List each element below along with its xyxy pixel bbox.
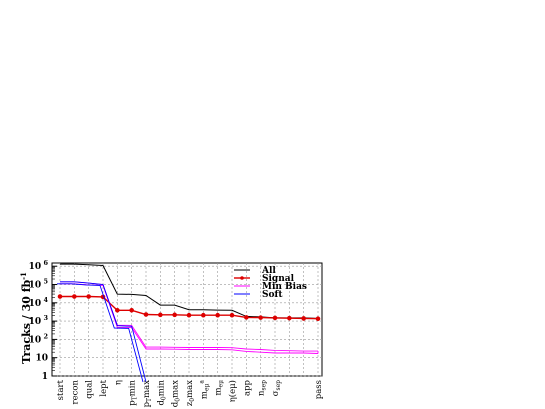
series-signal-point <box>301 316 306 321</box>
series-signal-point <box>86 294 91 299</box>
series-soft-lower <box>57 283 144 383</box>
legend-marker-signal <box>240 276 244 280</box>
x-tick-label: σsep <box>271 380 282 396</box>
y-tick-label: 10 4 <box>29 296 49 309</box>
x-tick-label: η(eμ) <box>227 380 238 402</box>
plot-frame <box>51 262 323 377</box>
legend-label-all: All <box>261 266 276 276</box>
series-signal-point <box>57 294 63 299</box>
series-signal-point <box>315 316 321 322</box>
y-axis-label-exponent: -1 <box>19 272 28 280</box>
x-tick-label: pTmax <box>142 380 153 408</box>
x-tick-label: nsep <box>257 380 268 396</box>
y-tick-label: 1 <box>42 372 48 382</box>
legend-label-signal: Signal <box>262 274 295 284</box>
series-signal-point <box>229 312 235 318</box>
x-tick-label: d0min <box>156 379 167 405</box>
y-tick-label: 10 3 <box>29 314 49 327</box>
x-tick-label: start <box>56 379 66 400</box>
y-tick-label: 10 6 <box>29 259 49 272</box>
series-soft-upper <box>60 281 147 383</box>
series-signal-point <box>158 312 163 318</box>
series-signal-point <box>186 312 192 318</box>
y-tick-label: 10 2 <box>29 332 48 345</box>
x-tick-label: meμa <box>198 380 210 400</box>
series-signal-point <box>272 315 278 321</box>
series-signal-point <box>287 315 292 321</box>
series-signal-point <box>129 307 134 313</box>
y-tick-label: 10 <box>35 354 48 364</box>
x-tick-label: z0max <box>185 380 196 406</box>
series-signal-point <box>72 294 77 299</box>
y-axis-label-text: Tracks / 30 fb <box>20 280 33 364</box>
y-tick-label: 10 5 <box>29 278 49 291</box>
y-axis-label: Tracks / 30 fb-1 <box>19 272 33 364</box>
x-tick-label: meμ <box>214 380 225 396</box>
x-tick-label: d0max <box>171 380 182 407</box>
legend-label-min-bias: Min Bias <box>262 282 307 292</box>
series-signal-point <box>244 315 249 320</box>
series-signal-point <box>215 312 220 318</box>
series-signal-point <box>115 307 120 313</box>
x-tick-label: lept <box>99 379 109 396</box>
series-signal-point <box>172 312 177 318</box>
series-signal-point <box>258 315 263 320</box>
x-tick-label: η <box>113 380 123 385</box>
series-signal-point <box>143 312 149 317</box>
x-tick-label: recon <box>70 379 80 404</box>
legend-label-soft: Soft <box>262 290 283 300</box>
x-tick-label: pass <box>314 380 324 399</box>
x-tick-label: qual <box>85 380 95 399</box>
series-signal-point <box>201 312 206 318</box>
x-tick-label: pTmin <box>128 379 139 405</box>
x-tick-label: app <box>242 379 252 396</box>
